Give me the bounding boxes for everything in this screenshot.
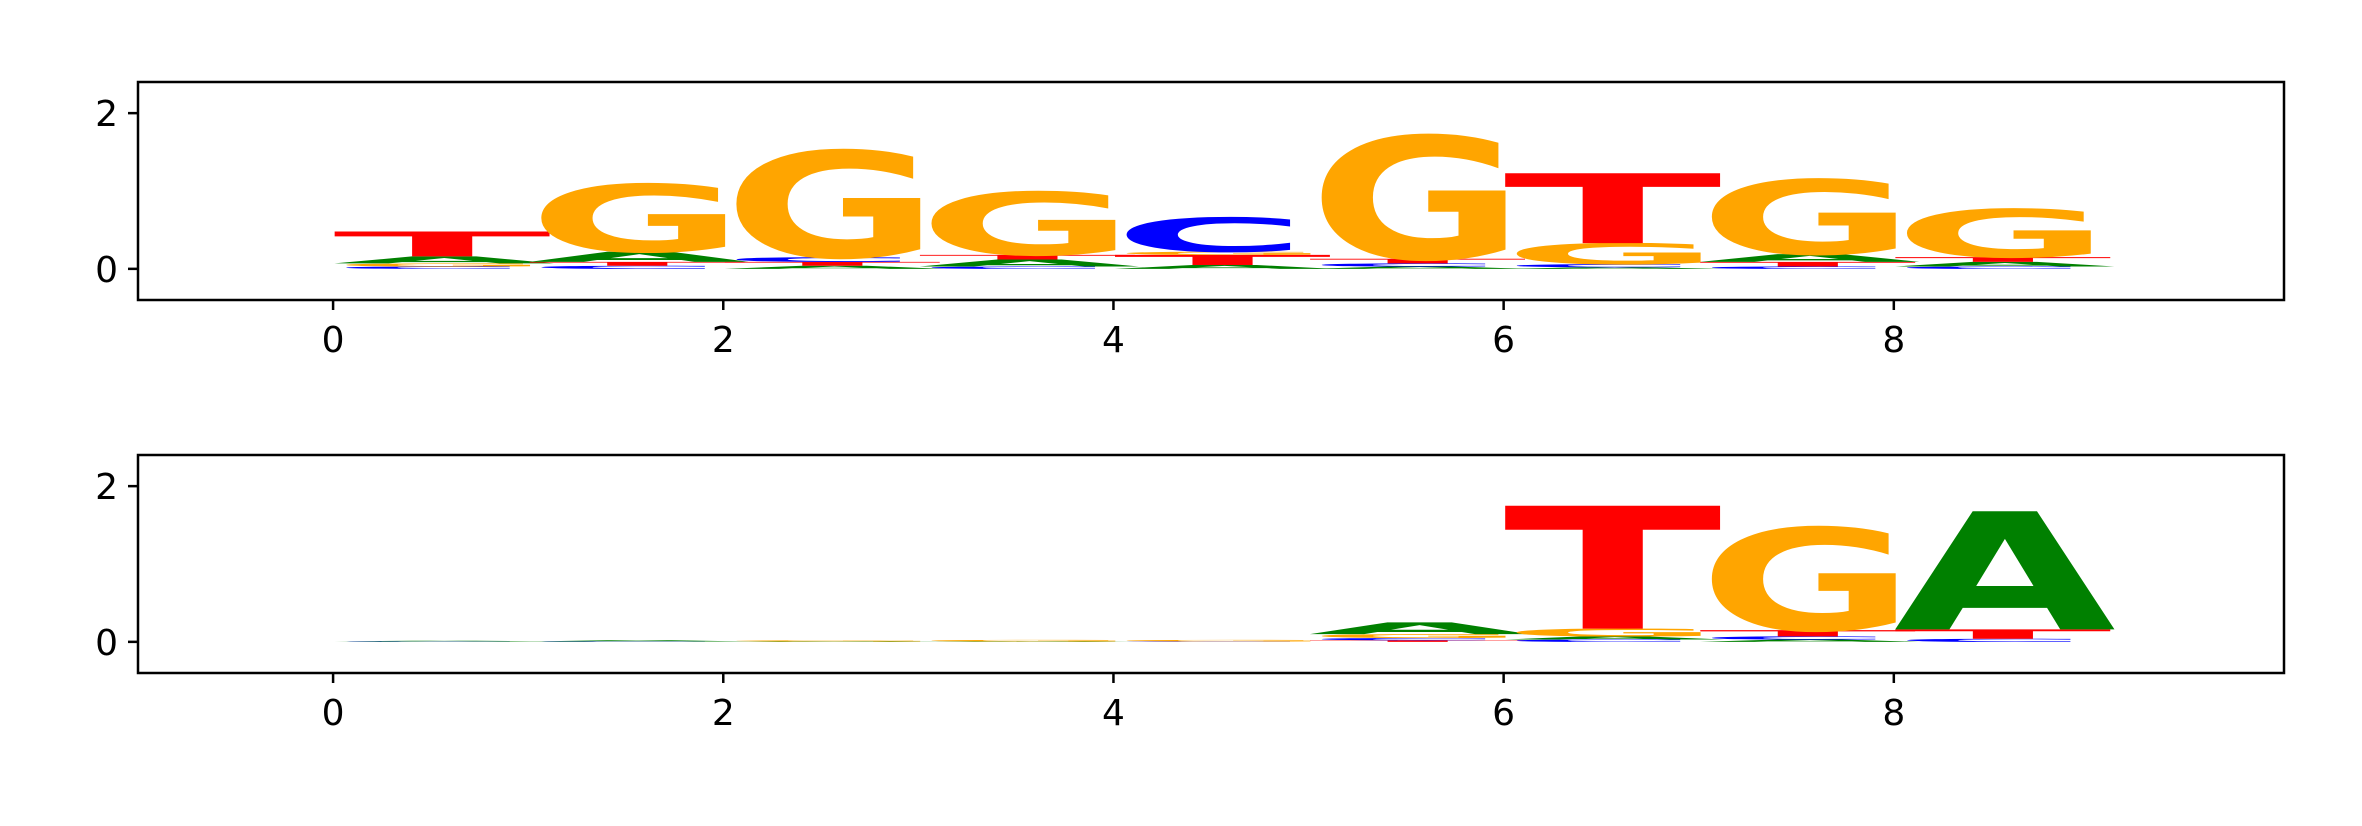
letter-G-pos-3: G bbox=[918, 175, 1134, 275]
letter-A-pos-3: A bbox=[918, 258, 1140, 269]
letter-G-pos-1: G bbox=[528, 166, 744, 274]
letter-A-pos-3: A bbox=[918, 641, 1140, 642]
x-tick-label: 6 bbox=[1492, 320, 1515, 361]
letter-G-pos-5: G bbox=[1309, 633, 1525, 639]
letter-T-pos-6: T bbox=[1504, 154, 1722, 266]
letter-T-pos-7: T bbox=[1699, 629, 1917, 639]
letter-G-pos-6: G bbox=[1504, 238, 1720, 271]
letter-C-pos-6: C bbox=[1504, 639, 1697, 643]
letter-C-pos-2: C bbox=[723, 256, 916, 263]
x-tick-label: 6 bbox=[1492, 693, 1515, 734]
letter-A-pos-2: A bbox=[723, 265, 945, 270]
letter-A-pos-2: A bbox=[723, 641, 945, 642]
plot-frame bbox=[136, 80, 2286, 302]
letter-G-pos-2: G bbox=[723, 122, 939, 292]
y-tick-label: 2 bbox=[95, 467, 118, 508]
x-tick-label: 0 bbox=[322, 693, 345, 734]
letter-A-pos-1: A bbox=[528, 640, 750, 642]
letter-T-pos-7: T bbox=[1699, 261, 1917, 268]
y-tick-label: 0 bbox=[95, 250, 118, 291]
x-tick-label: 4 bbox=[1102, 693, 1125, 734]
letter-A-pos-8: A bbox=[1894, 479, 2116, 668]
letter-G-pos-7: G bbox=[1699, 159, 1915, 278]
letter-C-pos-5: C bbox=[1309, 263, 1502, 268]
letter-C-pos-4: C bbox=[1113, 208, 1306, 263]
letter-G-pos-0: G bbox=[333, 263, 549, 268]
x-tick-label: 0 bbox=[322, 320, 345, 361]
y-tick-label: 0 bbox=[95, 623, 118, 664]
letter-C-pos-1: C bbox=[528, 265, 721, 270]
letter-G-pos-7: G bbox=[1699, 500, 1915, 664]
letter-T-pos-8: T bbox=[1894, 256, 2112, 263]
letter-G-pos-2: G bbox=[723, 640, 939, 642]
letter-T-pos-6: T bbox=[1504, 473, 1722, 669]
letter-A-pos-5: A bbox=[1309, 266, 1531, 270]
x-tick-label: 2 bbox=[712, 320, 735, 361]
letter-T-pos-5: T bbox=[1309, 640, 1527, 642]
letter-T-pos-5: T bbox=[1309, 257, 1527, 264]
x-tick-label: 4 bbox=[1102, 320, 1125, 361]
letter-C-pos-7: C bbox=[1699, 636, 1892, 641]
x-tick-label: 8 bbox=[1882, 693, 1905, 734]
letter-C-pos-3: C bbox=[918, 266, 1111, 270]
letter-A-pos-6: A bbox=[1504, 636, 1726, 641]
letter-G-pos-5: G bbox=[1309, 103, 1525, 299]
letter-C-pos-1: C bbox=[528, 641, 721, 642]
letter-A-pos-0: A bbox=[333, 255, 555, 266]
letter-T-pos-0: T bbox=[333, 225, 551, 265]
letter-A-pos-5: A bbox=[1309, 619, 1531, 638]
letter-C-pos-6: C bbox=[1504, 263, 1697, 268]
letter-A-pos-4: A bbox=[1113, 264, 1335, 270]
letter-A-pos-7: A bbox=[1699, 639, 1921, 643]
x-tick-label: 8 bbox=[1882, 320, 1905, 361]
letter-G-pos-8: G bbox=[1894, 196, 2110, 273]
letter-A-pos-7: A bbox=[1699, 252, 1921, 264]
letter-T-pos-4: T bbox=[1113, 252, 1331, 268]
letter-T-pos-2: T bbox=[723, 261, 941, 267]
letter-T-pos-1: T bbox=[528, 261, 746, 267]
letter-C-pos-7: C bbox=[1699, 266, 1892, 270]
letter-C-pos-4: C bbox=[1113, 641, 1306, 642]
letter-A-pos-8: A bbox=[1894, 261, 2116, 268]
letter-T-pos-8: T bbox=[1894, 627, 2112, 642]
letter-C-pos-8: C bbox=[1894, 638, 2087, 643]
letter-C-pos-8: C bbox=[1894, 266, 2087, 270]
letter-C-pos-0: C bbox=[333, 641, 526, 642]
letter-G-pos-3: G bbox=[918, 639, 1134, 641]
letter-A-pos-0: A bbox=[333, 640, 555, 641]
letter-A-pos-1: A bbox=[528, 249, 750, 265]
plot-frame bbox=[136, 453, 2286, 675]
letter-G-pos-4: G bbox=[1113, 251, 1329, 256]
letter-A-pos-6: A bbox=[1504, 267, 1726, 269]
letter-G-pos-6: G bbox=[1504, 627, 1720, 639]
y-tick-label: 2 bbox=[95, 94, 118, 135]
x-tick-label: 2 bbox=[712, 693, 735, 734]
letter-C-pos-0: C bbox=[333, 266, 526, 270]
letter-T-pos-3: T bbox=[918, 254, 1136, 261]
letter-C-pos-5: C bbox=[1309, 637, 1502, 641]
letter-G-pos-4: G bbox=[1113, 639, 1329, 641]
